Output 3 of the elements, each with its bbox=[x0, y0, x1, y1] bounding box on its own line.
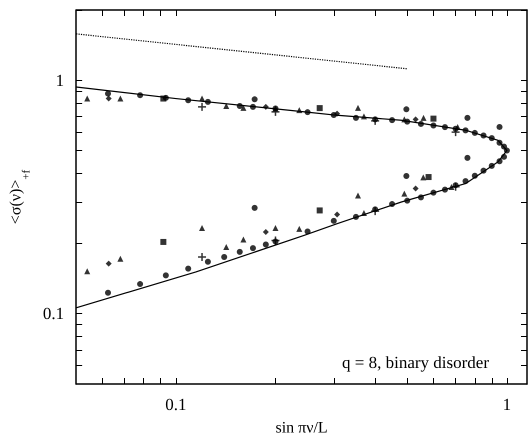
annotation: q = 8, binary disorder bbox=[342, 353, 490, 372]
y-axis-title: <σ(ν)>+f bbox=[8, 169, 32, 224]
x-axis-title: sin πν/L bbox=[275, 420, 328, 436]
